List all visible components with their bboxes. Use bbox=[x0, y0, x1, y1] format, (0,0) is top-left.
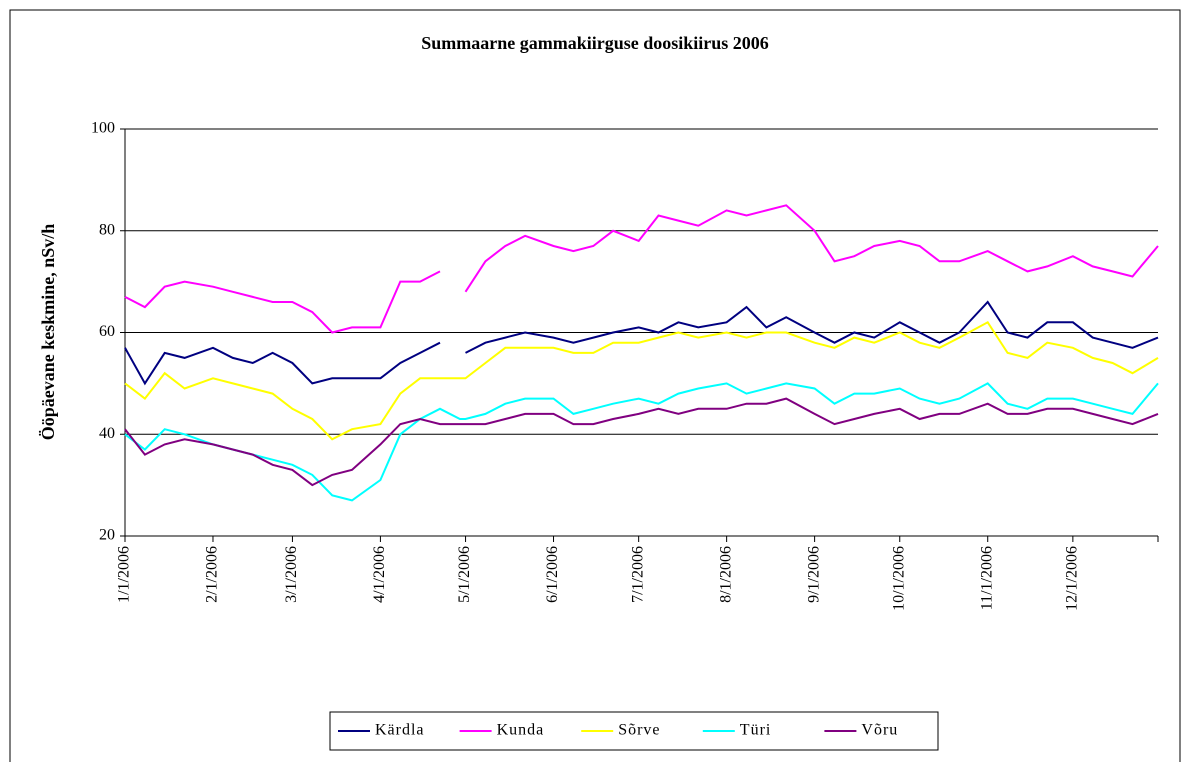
chart-border bbox=[9, 9, 1181, 762]
x-tick-label: 7/1/2006 bbox=[629, 546, 646, 603]
x-tick-label: 2/1/2006 bbox=[204, 546, 221, 603]
x-tick-label: 1/1/2006 bbox=[116, 546, 133, 603]
legend-label: Sõrve bbox=[618, 722, 660, 739]
x-tick-label: 11/1/2006 bbox=[978, 546, 995, 610]
y-tick-label: 60 bbox=[99, 323, 115, 340]
series-line bbox=[124, 397, 1159, 487]
y-tick-label: 40 bbox=[99, 425, 115, 442]
series-line bbox=[124, 382, 1159, 502]
x-tick-label: 10/1/2006 bbox=[890, 546, 907, 611]
x-tick-label: 12/1/2006 bbox=[1064, 546, 1081, 611]
x-tick-label: 3/1/2006 bbox=[283, 546, 300, 603]
series-line bbox=[124, 204, 1159, 334]
chart-title: Summaarne gammakiirguse doosikiirus 2006 bbox=[421, 33, 769, 53]
series-line bbox=[124, 300, 1159, 386]
legend-label: Võru bbox=[861, 722, 898, 739]
legend-label: Kärdla bbox=[375, 722, 425, 739]
x-tick-label: 9/1/2006 bbox=[805, 546, 822, 603]
legend-label: Kunda bbox=[497, 722, 545, 739]
y-tick-label: 100 bbox=[91, 120, 115, 137]
legend-label: Türi bbox=[740, 722, 772, 739]
x-tick-label: 5/1/2006 bbox=[456, 546, 473, 603]
x-tick-label: 4/1/2006 bbox=[371, 546, 388, 603]
x-tick-label: 8/1/2006 bbox=[717, 546, 734, 603]
y-axis-label: Ööpäevane keskmine, nSv/h bbox=[38, 224, 58, 441]
y-tick-label: 20 bbox=[99, 527, 115, 544]
y-tick-label: 80 bbox=[99, 221, 115, 238]
series-line bbox=[124, 320, 1159, 441]
x-tick-label: 6/1/2006 bbox=[544, 546, 561, 603]
